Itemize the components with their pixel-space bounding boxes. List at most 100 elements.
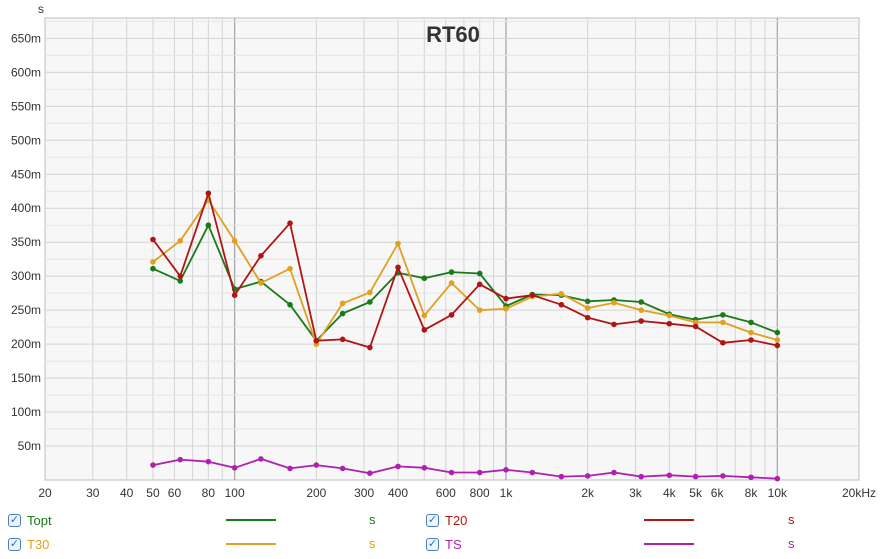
data-point-topt — [367, 299, 373, 305]
data-point-ts — [692, 473, 699, 480]
y-tick-label: 550m — [11, 99, 41, 113]
x-tick-label: 20 — [38, 486, 52, 500]
data-point-topt — [720, 312, 726, 318]
x-tick-label: 80 — [202, 486, 216, 500]
check-icon[interactable]: ✓ — [8, 513, 21, 527]
y-tick-label: 450m — [11, 167, 41, 181]
data-point-ts — [503, 467, 509, 473]
check-icon[interactable]: ✓ — [426, 513, 439, 527]
x-tick-label: 200 — [306, 486, 326, 500]
data-point-topt — [205, 222, 212, 229]
legend: ✓ Topt s ✓ T20 s ✓ T30 s ✓ TS s — [0, 506, 884, 559]
data-point-topt — [421, 275, 428, 282]
data-point-t20 — [287, 220, 293, 226]
data-point-t30 — [638, 307, 644, 313]
rt60-chart: 50m 100m 150m 200m 250m 300m 350m 400m 450m 500m 5… — [11, 2, 876, 500]
legend-item-t20[interactable]: ✓ T20 — [426, 510, 467, 530]
check-icon[interactable]: ✓ — [426, 537, 439, 551]
x-tick-label: 400 — [388, 486, 408, 500]
data-point-ts — [231, 464, 238, 471]
y-tick-label: 400m — [11, 201, 41, 215]
legend-item-t30[interactable]: ✓ T30 — [8, 534, 49, 554]
series-line-t30 — [152, 199, 778, 346]
legend-unit-t30: s — [369, 536, 376, 551]
x-tick-label: 100 — [225, 486, 245, 500]
legend-unit-topt: s — [369, 512, 376, 527]
legend-unit-ts: s — [788, 536, 795, 551]
y-unit-label: s — [38, 2, 44, 16]
data-point-t30 — [692, 319, 699, 326]
data-point-t30 — [611, 299, 617, 306]
data-point-topt — [177, 278, 184, 284]
data-point-ts — [205, 458, 212, 465]
series-line-t20 — [152, 192, 778, 349]
legend-unit-t20: s — [788, 512, 795, 527]
legend-label-t20: T20 — [445, 512, 468, 528]
data-point-t20 — [448, 312, 455, 318]
data-point-t30 — [720, 319, 726, 326]
data-point-ts — [748, 474, 754, 481]
x-tick-label: 10k — [768, 486, 788, 500]
data-point-ts — [558, 473, 565, 480]
data-point-topt — [339, 310, 346, 317]
x-tick-label: 20kHz — [842, 486, 876, 500]
y-tick-labels: 50m 100m 150m 200m 250m 300m 350m 400m 450m 500m 5… — [11, 31, 41, 453]
data-point-t30 — [558, 291, 565, 297]
data-point-ts — [421, 464, 428, 471]
series-line-ts — [152, 457, 778, 480]
data-point-t30 — [395, 240, 401, 247]
check-icon[interactable]: ✓ — [8, 537, 21, 551]
data-point-ts — [448, 469, 455, 476]
data-point-topt — [584, 298, 591, 305]
x-tick-label: 1k — [500, 486, 514, 500]
x-tick-labels: 20 30 40 50 60 80 100 200 300 400 600 800 1k 2k 3k 4k 5k… — [38, 486, 876, 500]
legend-item-ts[interactable]: ✓ TS — [426, 534, 462, 554]
x-tick-label: 2k — [581, 486, 595, 500]
y-tick-label: 100m — [11, 405, 41, 419]
series-layer — [150, 190, 781, 482]
data-point-ts — [584, 473, 591, 479]
x-tick-label: 3k — [629, 486, 643, 500]
data-point-t20 — [177, 273, 184, 279]
y-tick-label: 500m — [11, 133, 41, 147]
x-tick-label: 600 — [436, 486, 456, 500]
data-point-ts — [177, 456, 184, 463]
legend-swatch-ts — [644, 543, 694, 545]
plot-background — [44, 17, 860, 481]
data-point-t20 — [748, 337, 754, 343]
data-point-t30 — [231, 238, 238, 244]
data-point-ts — [339, 465, 346, 472]
legend-swatch-t30 — [226, 543, 276, 545]
data-point-t20 — [421, 327, 428, 333]
data-point-ts — [367, 470, 373, 477]
data-point-t30 — [584, 305, 591, 311]
data-point-t20 — [395, 264, 401, 271]
legend-item-topt[interactable]: ✓ Topt — [8, 510, 52, 530]
x-tick-label: 60 — [168, 486, 182, 500]
data-point-t20 — [584, 314, 591, 321]
data-point-t30 — [666, 312, 673, 319]
data-point-topt — [150, 265, 156, 272]
data-point-t30 — [476, 307, 483, 313]
data-point-ts — [720, 473, 726, 479]
data-point-t30 — [448, 280, 455, 286]
x-tick-label: 5k — [689, 486, 703, 500]
x-tick-label: 8k — [745, 486, 759, 500]
grid — [45, 18, 859, 480]
data-point-t30 — [367, 289, 373, 296]
data-point-ts — [611, 469, 617, 476]
data-point-t20 — [205, 190, 212, 197]
data-point-t20 — [529, 292, 536, 299]
y-tick-label: 250m — [11, 303, 41, 317]
data-point-topt — [448, 269, 455, 275]
data-point-t20 — [666, 320, 673, 327]
data-point-t30 — [177, 238, 184, 244]
data-point-ts — [150, 462, 156, 468]
data-point-t20 — [476, 281, 483, 288]
y-tick-label: 50m — [18, 439, 41, 453]
data-point-t20 — [503, 295, 509, 302]
legend-label-topt: Topt — [27, 512, 52, 528]
legend-label-ts: TS — [445, 536, 462, 552]
data-point-t20 — [313, 337, 320, 344]
data-point-t20 — [638, 318, 644, 324]
